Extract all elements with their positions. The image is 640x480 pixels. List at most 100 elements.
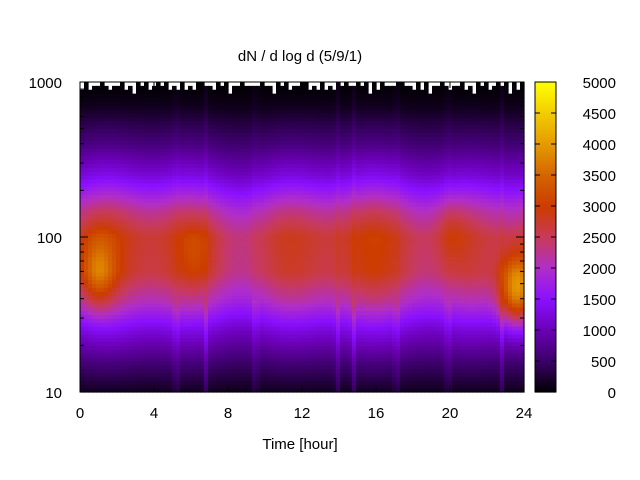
heatmap-cell	[80, 198, 85, 203]
heatmap-cell	[264, 283, 269, 288]
heatmap-cell	[312, 128, 317, 133]
heatmap-cell	[188, 221, 193, 226]
heatmap-cell	[124, 233, 129, 238]
heatmap-cell	[104, 101, 109, 106]
heatmap-cell	[108, 124, 113, 130]
heatmap-cell	[92, 178, 97, 184]
heatmap-cell	[104, 186, 109, 192]
heatmap-cell	[172, 349, 177, 354]
heatmap-cell	[96, 221, 101, 226]
heatmap-cell	[296, 302, 301, 308]
heatmap-cell	[172, 105, 177, 110]
heatmap-cell	[144, 275, 149, 281]
heatmap-cell	[296, 144, 301, 149]
heatmap-cell	[224, 384, 229, 389]
heatmap-cell	[160, 372, 165, 378]
heatmap-cell	[252, 171, 257, 176]
heatmap-cell	[196, 186, 201, 192]
heatmap-cell	[312, 349, 317, 354]
heatmap-cell	[208, 233, 213, 238]
heatmap-cell	[200, 128, 205, 133]
heatmap-cell	[272, 209, 277, 215]
heatmap-cell	[224, 124, 229, 130]
heatmap-cell	[268, 287, 273, 292]
heatmap-cell	[208, 345, 213, 350]
heatmap-cell	[176, 310, 181, 316]
heatmap-cell	[268, 229, 273, 234]
heatmap-cell	[212, 128, 217, 133]
heatmap-cell	[236, 279, 241, 285]
heatmap-cell	[128, 372, 133, 378]
heatmap-cell	[208, 89, 213, 95]
heatmap-cell	[212, 151, 217, 157]
heatmap-cell	[188, 113, 193, 118]
heatmap-cell	[124, 333, 129, 339]
heatmap-cell	[296, 361, 301, 366]
heatmap-cell	[192, 341, 197, 347]
heatmap-cell	[248, 252, 253, 257]
heatmap-cell	[128, 306, 133, 312]
heatmap-cell	[188, 178, 193, 184]
heatmap-cell	[200, 144, 205, 149]
heatmap-cell	[84, 140, 89, 145]
heatmap-cell	[212, 248, 217, 254]
heatmap-cell	[316, 175, 321, 180]
heatmap-cell	[104, 240, 109, 246]
heatmap-cell	[92, 287, 97, 292]
heatmap-cell	[232, 206, 237, 211]
heatmap-cell	[280, 376, 285, 381]
heatmap-cell	[176, 275, 181, 281]
heatmap-cell	[316, 93, 321, 99]
heatmap-cell	[88, 105, 93, 110]
heatmap-cell	[228, 260, 233, 265]
heatmap-cell	[184, 357, 189, 362]
heatmap-cell	[268, 384, 273, 389]
heatmap-cell	[112, 330, 117, 335]
heatmap-cell	[248, 268, 253, 273]
heatmap-cell	[244, 163, 249, 168]
heatmap-cell	[104, 147, 109, 153]
heatmap-cell	[292, 109, 297, 114]
heatmap-cell	[92, 240, 97, 246]
heatmap-cell	[212, 361, 217, 366]
heatmap-cell	[312, 116, 317, 122]
heatmap-cell	[84, 155, 89, 161]
heatmap-cell	[252, 132, 257, 137]
heatmap-cell	[208, 368, 213, 374]
heatmap-cell	[144, 380, 149, 385]
heatmap-cell	[152, 225, 157, 230]
heatmap-cell	[172, 330, 177, 335]
heatmap-cell	[284, 260, 289, 265]
heatmap-cell	[160, 275, 165, 281]
heatmap-cell	[328, 364, 333, 370]
heatmap-cell	[208, 337, 213, 343]
heatmap-cell	[88, 291, 93, 296]
heatmap-cell	[88, 337, 93, 343]
heatmap-cell	[232, 240, 237, 246]
heatmap-cell	[188, 240, 193, 246]
heatmap-cell	[92, 229, 97, 234]
heatmap-cell	[176, 105, 181, 110]
heatmap-cell	[260, 198, 265, 203]
heatmap-cell	[284, 268, 289, 273]
heatmap-cell	[308, 101, 313, 106]
heatmap-cell	[212, 163, 217, 168]
heatmap-cell	[120, 264, 125, 269]
heatmap-cell	[284, 333, 289, 339]
heatmap-cell	[184, 97, 189, 102]
heatmap-cell	[304, 182, 309, 188]
heatmap-cell	[184, 221, 189, 226]
heatmap-cell	[164, 101, 169, 106]
heatmap-cell	[252, 314, 257, 319]
heatmap-cell	[252, 155, 257, 161]
heatmap-cell	[228, 190, 233, 195]
heatmap-cell	[296, 279, 301, 285]
heatmap-cell	[188, 116, 193, 122]
heatmap-cell	[192, 175, 197, 180]
heatmap-cell	[244, 291, 249, 296]
heatmap-cell	[220, 372, 225, 378]
heatmap-cell	[268, 167, 273, 172]
heatmap-cell	[132, 229, 137, 234]
heatmap-cell	[140, 194, 145, 199]
heatmap-cell	[120, 120, 125, 126]
